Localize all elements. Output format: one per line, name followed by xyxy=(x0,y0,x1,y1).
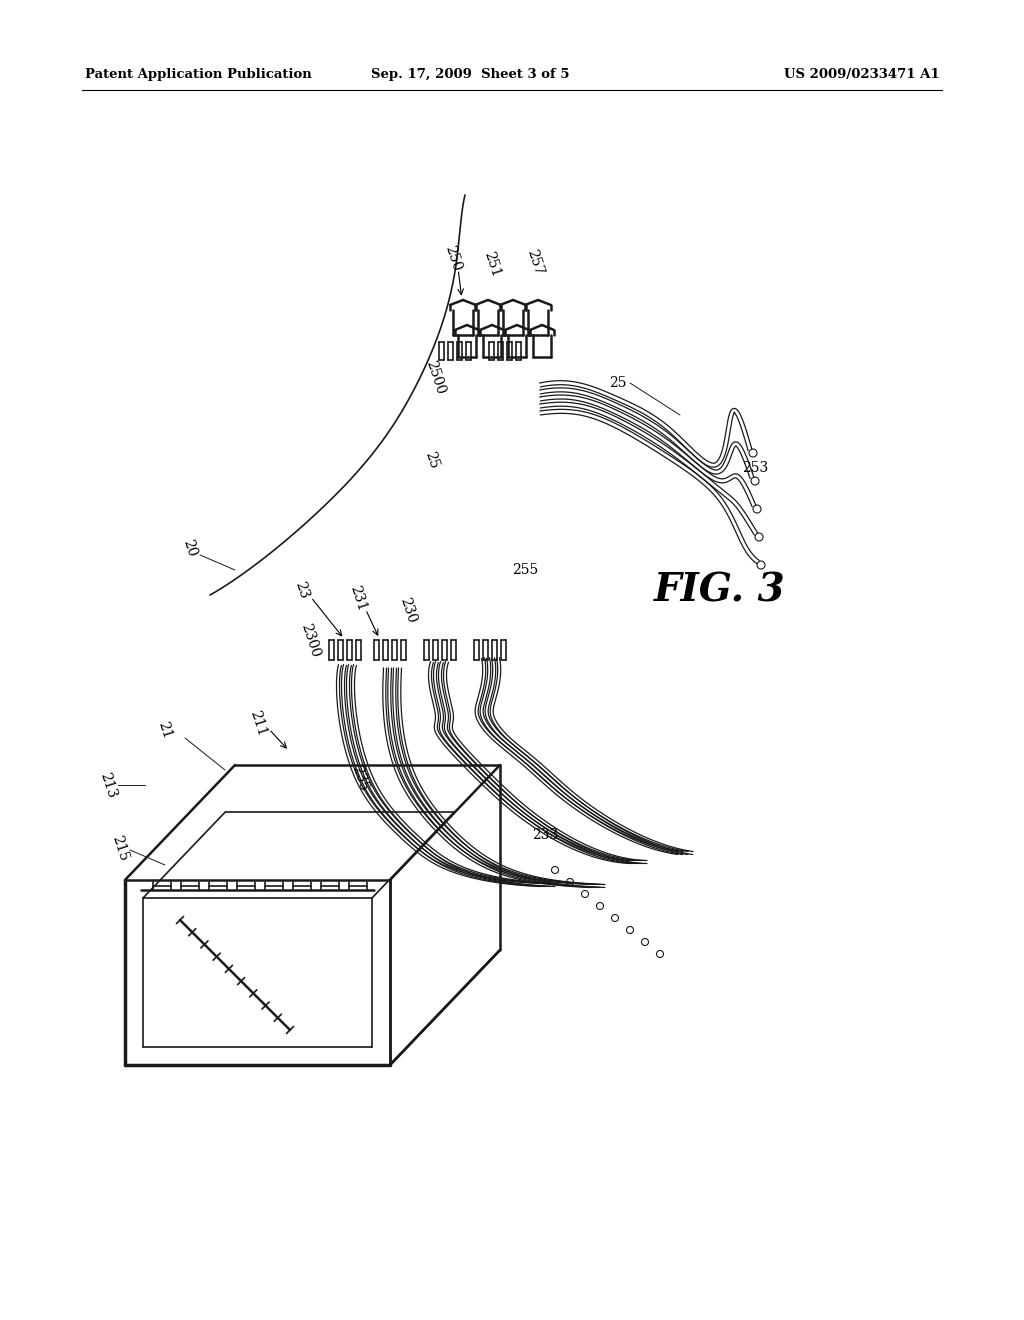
Text: 235: 235 xyxy=(349,763,371,792)
Text: 257: 257 xyxy=(524,247,546,277)
Text: 250: 250 xyxy=(442,243,464,273)
Text: 2300: 2300 xyxy=(298,622,323,659)
Text: FIG. 3: FIG. 3 xyxy=(654,572,785,609)
Text: 25: 25 xyxy=(609,376,627,389)
Text: US 2009/0233471 A1: US 2009/0233471 A1 xyxy=(784,69,940,81)
Text: 251: 251 xyxy=(481,249,503,279)
Text: 230: 230 xyxy=(397,595,419,624)
Text: 25: 25 xyxy=(423,450,441,470)
Text: Sep. 17, 2009  Sheet 3 of 5: Sep. 17, 2009 Sheet 3 of 5 xyxy=(371,69,569,81)
Text: 2500: 2500 xyxy=(423,358,447,396)
Text: 233: 233 xyxy=(531,828,558,842)
Text: 213: 213 xyxy=(97,771,119,800)
Text: 255: 255 xyxy=(512,564,539,577)
Text: 253: 253 xyxy=(741,461,768,475)
Text: 20: 20 xyxy=(180,537,200,558)
Text: Patent Application Publication: Patent Application Publication xyxy=(85,69,311,81)
Text: 211: 211 xyxy=(247,709,268,738)
Text: 23: 23 xyxy=(293,579,311,601)
Text: 21: 21 xyxy=(156,719,174,741)
Text: 215: 215 xyxy=(110,833,131,863)
Text: 231: 231 xyxy=(347,583,369,612)
